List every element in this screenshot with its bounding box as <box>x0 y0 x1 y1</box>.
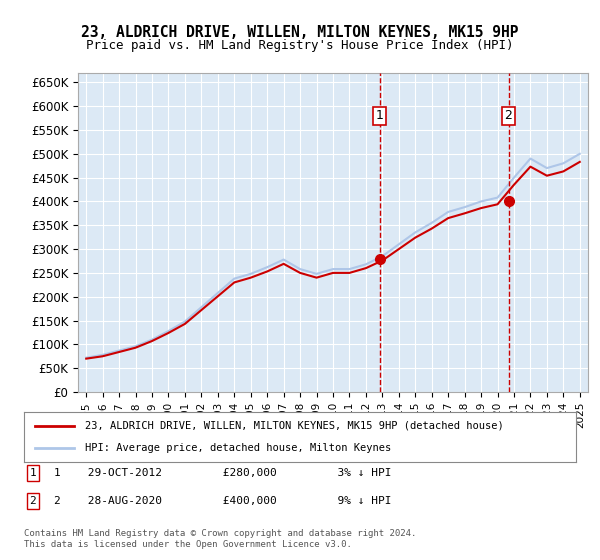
Text: 1: 1 <box>376 109 383 122</box>
Text: 1: 1 <box>29 468 37 478</box>
Text: 1    29-OCT-2012         £280,000         3% ↓ HPI: 1 29-OCT-2012 £280,000 3% ↓ HPI <box>54 468 392 478</box>
Text: Contains HM Land Registry data © Crown copyright and database right 2024.
This d: Contains HM Land Registry data © Crown c… <box>24 529 416 549</box>
Text: 2: 2 <box>29 496 37 506</box>
Text: Price paid vs. HM Land Registry's House Price Index (HPI): Price paid vs. HM Land Registry's House … <box>86 39 514 52</box>
Text: 23, ALDRICH DRIVE, WILLEN, MILTON KEYNES, MK15 9HP: 23, ALDRICH DRIVE, WILLEN, MILTON KEYNES… <box>81 25 519 40</box>
Text: HPI: Average price, detached house, Milton Keynes: HPI: Average price, detached house, Milt… <box>85 443 391 453</box>
Text: 2    28-AUG-2020         £400,000         9% ↓ HPI: 2 28-AUG-2020 £400,000 9% ↓ HPI <box>54 496 392 506</box>
Text: 2: 2 <box>505 109 512 122</box>
Text: 23, ALDRICH DRIVE, WILLEN, MILTON KEYNES, MK15 9HP (detached house): 23, ALDRICH DRIVE, WILLEN, MILTON KEYNES… <box>85 421 503 431</box>
